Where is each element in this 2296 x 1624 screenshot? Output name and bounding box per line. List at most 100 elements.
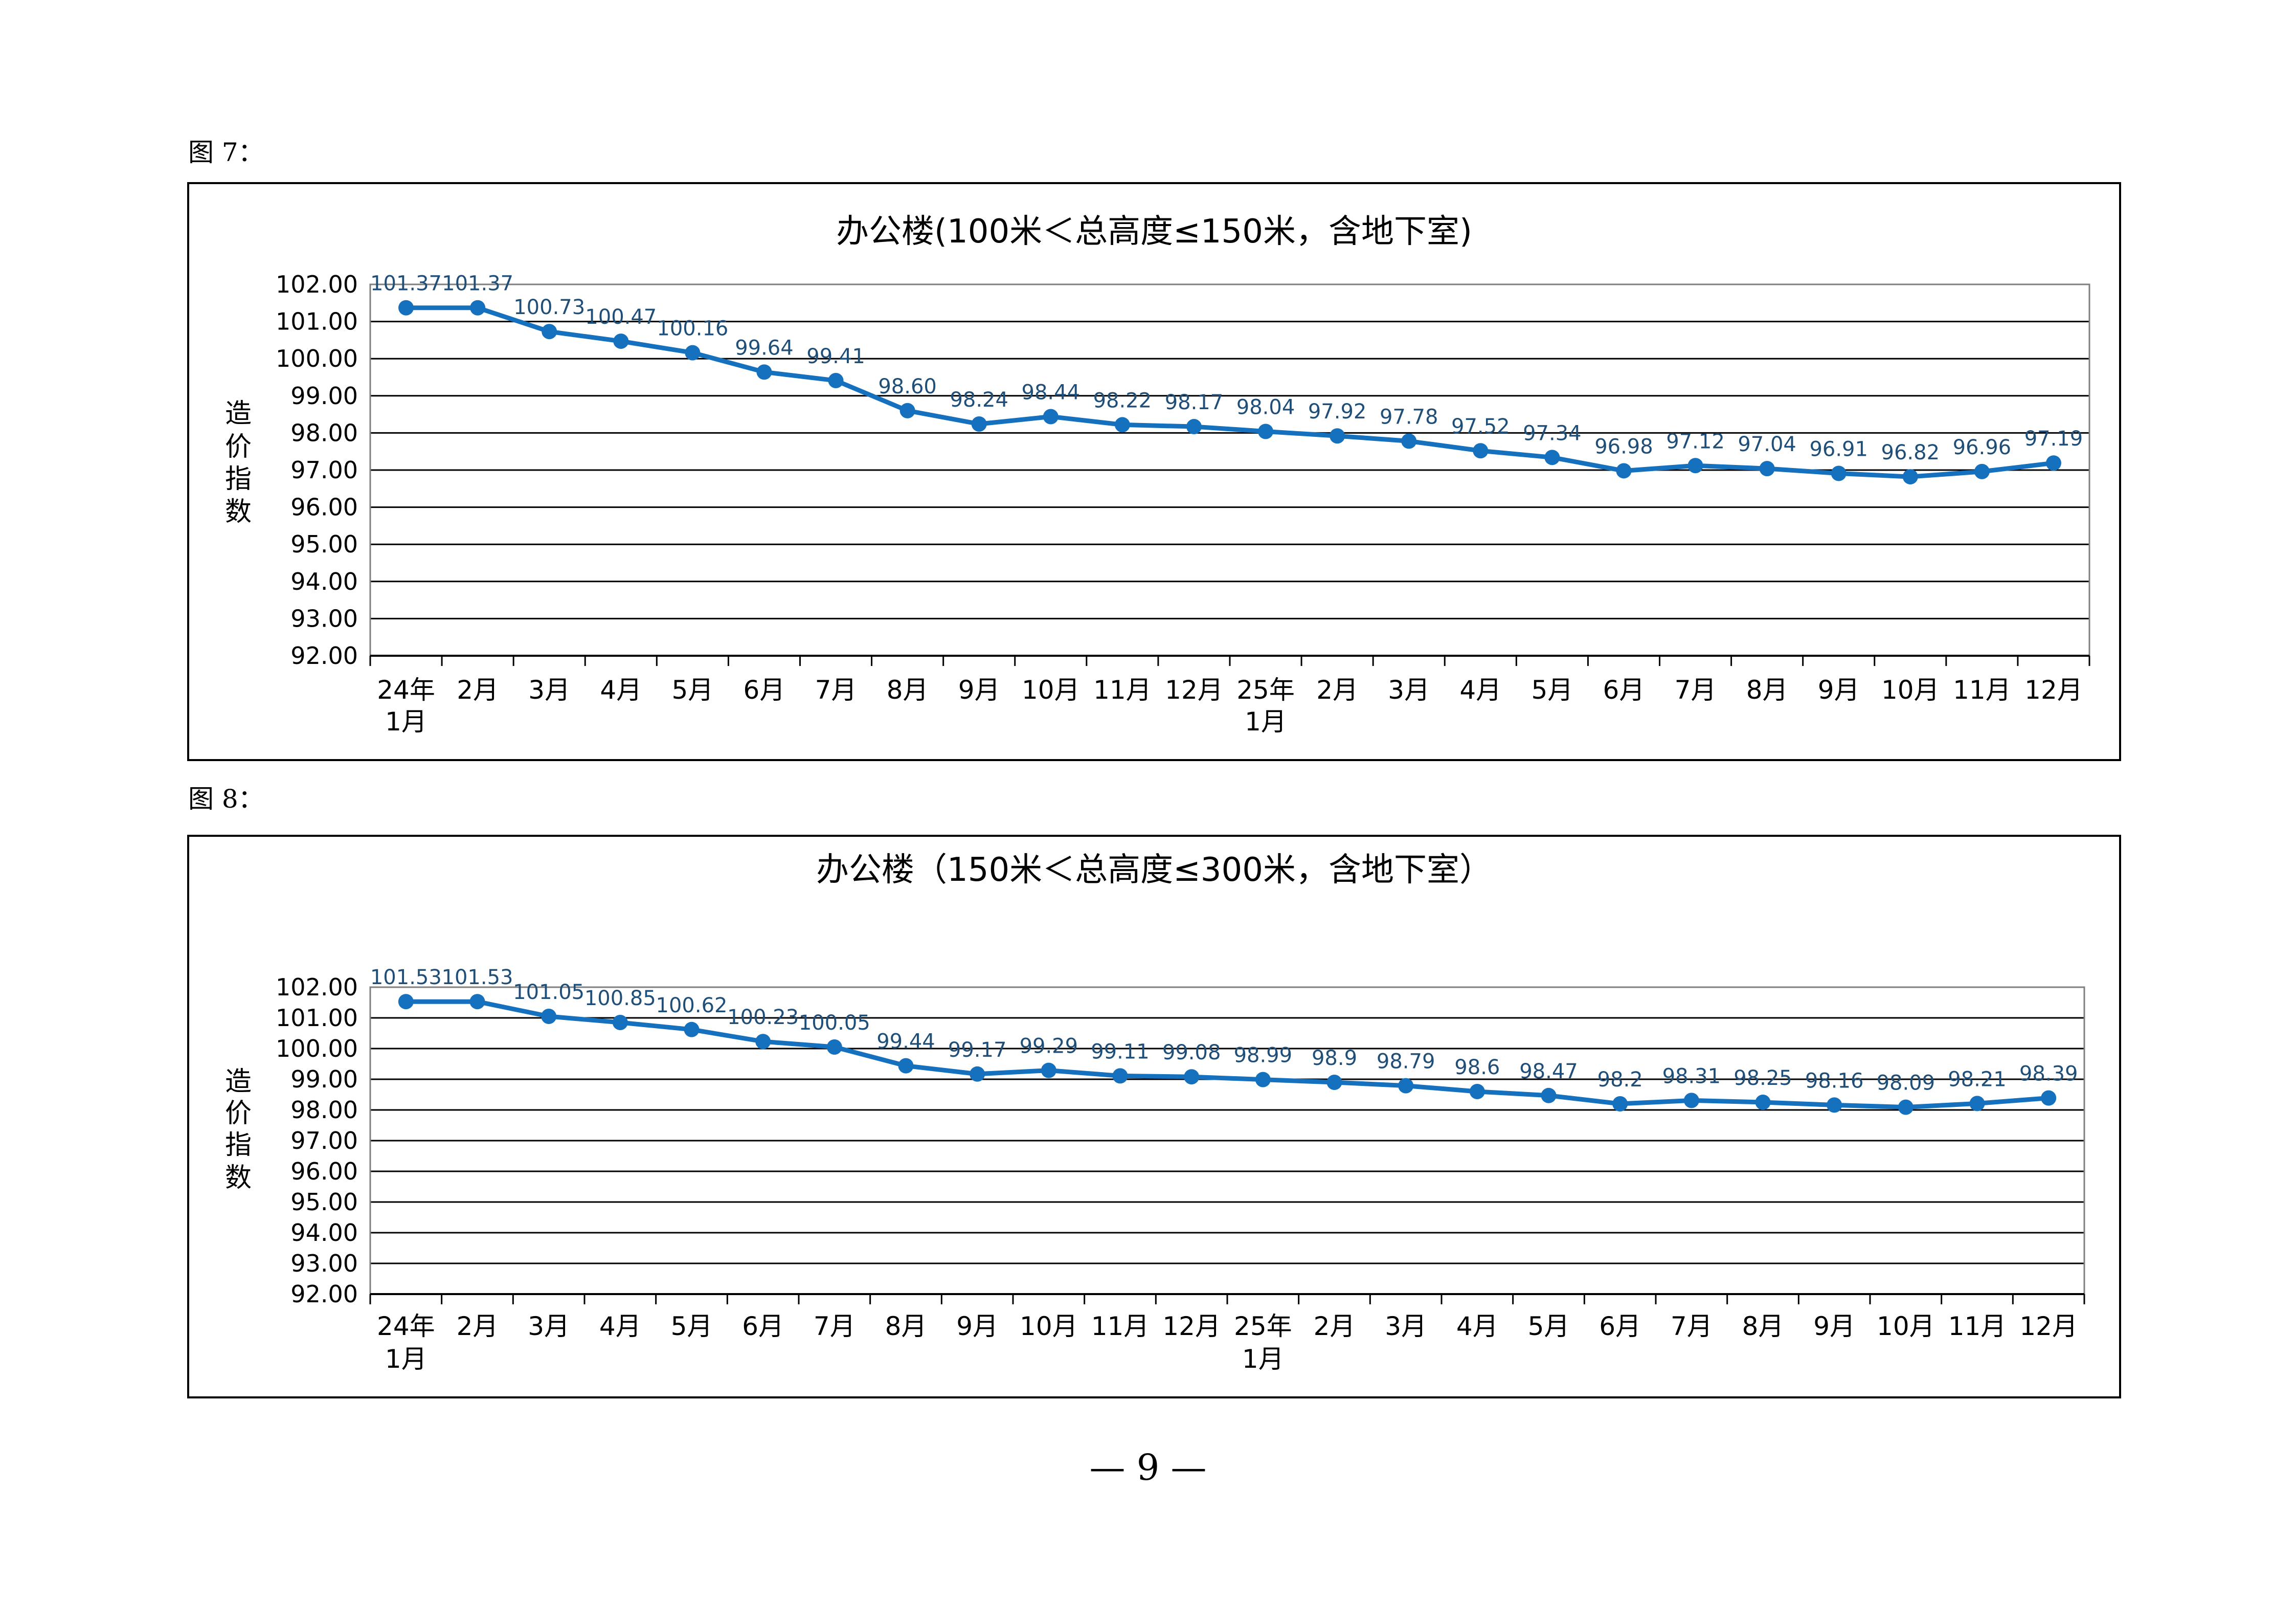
y-tick-label: 92.00 <box>290 642 358 670</box>
x-tick-label: 4月 <box>599 1311 641 1341</box>
data-label: 98.25 <box>1734 1066 1792 1090</box>
data-label: 99.17 <box>948 1038 1007 1062</box>
y-axis-label: 数 <box>225 497 252 527</box>
x-tick-label: 2月 <box>1314 1311 1356 1341</box>
x-tick-label: 4月 <box>1456 1311 1498 1341</box>
x-tick-label: 3月 <box>1385 1311 1427 1341</box>
data-label: 96.98 <box>1594 435 1653 458</box>
data-label: 99.29 <box>1020 1035 1078 1058</box>
data-point <box>541 1009 557 1024</box>
data-label: 99.11 <box>1091 1040 1150 1063</box>
data-point <box>1326 1075 1342 1090</box>
y-tick-label: 92.00 <box>290 1280 358 1308</box>
data-point <box>1114 417 1130 433</box>
data-point <box>612 1015 628 1030</box>
x-tick-label: 4月 <box>600 675 642 705</box>
x-tick-label: 7月 <box>1675 675 1717 705</box>
y-tick-label: 101.00 <box>276 308 358 336</box>
x-tick-label: 25年 <box>1234 1311 1292 1341</box>
data-point <box>2041 1090 2057 1106</box>
x-tick-label: 5月 <box>1528 1311 1570 1341</box>
data-label: 98.24 <box>950 388 1008 412</box>
data-point <box>899 403 915 418</box>
data-label: 100.16 <box>657 317 728 341</box>
y-tick-label: 101.00 <box>276 1004 358 1032</box>
data-point <box>1398 1078 1414 1094</box>
y-axis-label: 指 <box>225 1130 252 1161</box>
data-label: 98.21 <box>1948 1067 2007 1091</box>
data-point <box>398 300 414 316</box>
page-number: — 9 — <box>1089 1447 1207 1488</box>
data-point <box>1616 463 1632 479</box>
data-point <box>1687 458 1703 474</box>
data-label: 101.05 <box>513 981 584 1004</box>
y-tick-label: 96.00 <box>290 494 358 521</box>
series-line <box>406 999 2049 1110</box>
data-point <box>1469 1084 1485 1099</box>
data-point <box>828 373 844 389</box>
data-label: 100.05 <box>799 1011 870 1035</box>
data-label: 98.44 <box>1022 381 1081 404</box>
x-tick-label: 1月 <box>385 707 427 737</box>
data-point <box>1473 443 1489 459</box>
data-point <box>469 994 485 1010</box>
x-tick-label: 25年 <box>1236 675 1295 705</box>
x-tick-label: 10月 <box>1020 1311 1078 1341</box>
x-tick-label: 8月 <box>885 1311 927 1341</box>
series-line <box>406 305 2054 479</box>
x-tick-label: 1月 <box>1242 1344 1284 1374</box>
x-tick-label: 1月 <box>1245 707 1287 737</box>
x-tick-label: 7月 <box>815 675 857 705</box>
x-tick-label: 6月 <box>744 675 785 705</box>
y-tick-label: 94.00 <box>290 1219 358 1247</box>
data-label: 98.16 <box>1805 1069 1864 1093</box>
data-label: 100.23 <box>727 1006 799 1029</box>
data-label: 100.47 <box>585 305 657 329</box>
data-label: 99.08 <box>1162 1041 1221 1064</box>
y-tick-label: 100.00 <box>276 345 358 372</box>
data-point <box>1330 428 1345 444</box>
chart-office-100-150: 办公楼(100米＜总高度≤150米，含地下室) 92.00 93.00 94.00 95… <box>187 182 2121 761</box>
data-point <box>755 1034 771 1050</box>
data-label: 96.96 <box>1953 436 2012 459</box>
figure-8-label: 图 8： <box>188 784 264 814</box>
x-tick-label: 9月 <box>956 1311 998 1341</box>
y-axis-label: 造 <box>225 398 252 429</box>
data-point <box>756 364 772 380</box>
data-label: 98.2 <box>1597 1068 1643 1092</box>
data-label: 98.9 <box>1312 1047 1357 1070</box>
x-tick-label: 11月 <box>1948 1311 2007 1341</box>
data-point <box>1184 1069 1200 1085</box>
chart-office-150-300: 办公楼（150米＜总高度≤300米，含地下室） 92.00 93.00 94.00 95… <box>187 835 2121 1398</box>
x-tick-label: 5月 <box>671 675 713 705</box>
chart-title: 办公楼(100米＜总高度≤150米，含地下室) <box>836 213 1472 251</box>
data-point <box>1258 424 1274 439</box>
data-point <box>1755 1095 1771 1110</box>
data-label: 96.82 <box>1881 441 1940 464</box>
x-tick-label: 3月 <box>528 675 570 705</box>
data-label: 98.47 <box>1519 1060 1578 1083</box>
data-label: 98.09 <box>1877 1072 1935 1095</box>
x-tick-label: 8月 <box>1742 1311 1784 1341</box>
x-tick-label: 2月 <box>457 1311 499 1341</box>
data-label: 98.99 <box>1234 1044 1293 1067</box>
data-label: 100.73 <box>513 296 585 319</box>
data-point <box>1612 1096 1628 1111</box>
data-label: 101.37 <box>370 272 442 296</box>
y-tick-label: 99.00 <box>290 1065 358 1093</box>
data-label: 97.12 <box>1666 430 1725 453</box>
data-label: 101.37 <box>442 272 513 296</box>
data-label: 98.60 <box>878 375 937 398</box>
data-label: 100.85 <box>584 987 656 1010</box>
data-label: 98.31 <box>1662 1064 1721 1088</box>
x-tick-label: 8月 <box>1746 675 1788 705</box>
data-point <box>1759 461 1775 477</box>
x-tick-label: 9月 <box>1813 1311 1855 1341</box>
x-tick-label: 6月 <box>1599 1311 1641 1341</box>
x-tick-label: 7月 <box>1671 1311 1713 1341</box>
data-point <box>470 300 486 316</box>
y-tick-label: 102.00 <box>276 973 358 1001</box>
x-tick-label: 3月 <box>528 1311 570 1341</box>
data-label: 98.22 <box>1093 389 1152 412</box>
data-label: 97.04 <box>1738 433 1796 456</box>
